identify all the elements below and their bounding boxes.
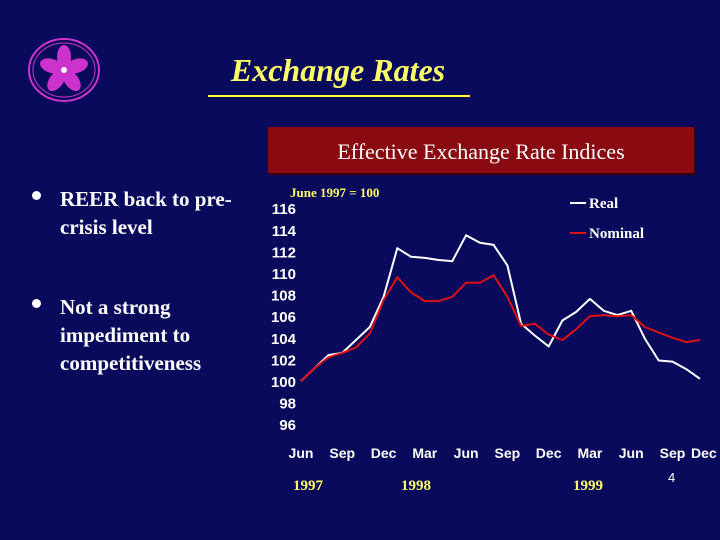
x-tick-label: Mar — [577, 445, 602, 461]
y-tick-label: 110 — [272, 266, 296, 283]
y-tick-label: 108 — [271, 288, 296, 305]
bullet-text: Not a strong impediment to competitivene… — [60, 295, 202, 375]
series-line-nominal — [300, 274, 701, 382]
x-tick-label: Jun — [619, 445, 644, 461]
x-tick-label: Sep — [495, 445, 521, 461]
y-tick-label: 98 — [279, 396, 296, 413]
x-tick-label: Sep — [329, 445, 355, 461]
chart-base-note: June 1997 = 100 — [290, 185, 379, 200]
bullet-list: REER back to pre-crisis level Not a stro… — [30, 185, 260, 429]
bullet-item: Not a strong impediment to competitivene… — [30, 293, 260, 377]
y-tick-label: 112 — [272, 244, 296, 261]
x-tick-label: Dec — [691, 445, 717, 461]
legend-label: Nominal — [589, 226, 644, 242]
x-tick-label: Mar — [412, 445, 437, 461]
bauhinia-flower-icon — [28, 38, 100, 102]
bullet-text: REER back to pre-crisis level — [60, 187, 232, 239]
chart-heading: Effective Exchange Rate Indices — [268, 127, 694, 173]
x-tick-label: Dec — [536, 445, 562, 461]
year-label: 1997 — [293, 478, 324, 494]
bullet-dot-icon — [32, 191, 41, 200]
title-underline — [208, 95, 470, 97]
y-tick-label: 102 — [271, 352, 296, 369]
y-tick-label: 116 — [272, 201, 296, 218]
x-tick-label: Jun — [289, 445, 314, 461]
y-tick-label: 114 — [272, 223, 297, 240]
legend-label: Real — [589, 196, 618, 212]
year-label: 1998 — [401, 478, 431, 494]
series-line-real — [300, 234, 701, 382]
x-tick-label: Sep — [660, 445, 686, 461]
x-tick-label: Dec — [371, 445, 397, 461]
slide-title: Exchange Rates — [230, 52, 446, 88]
y-tick-label: 104 — [271, 331, 297, 348]
y-tick-label: 96 — [279, 417, 296, 434]
x-tick-label: Jun — [454, 445, 479, 461]
page-number: 4 — [668, 470, 676, 485]
bullet-item: REER back to pre-crisis level — [30, 185, 260, 241]
year-label: 1999 — [573, 478, 603, 494]
y-tick-label: 100 — [271, 374, 296, 391]
y-tick-label: 106 — [271, 309, 296, 326]
bullet-dot-icon — [32, 299, 41, 308]
